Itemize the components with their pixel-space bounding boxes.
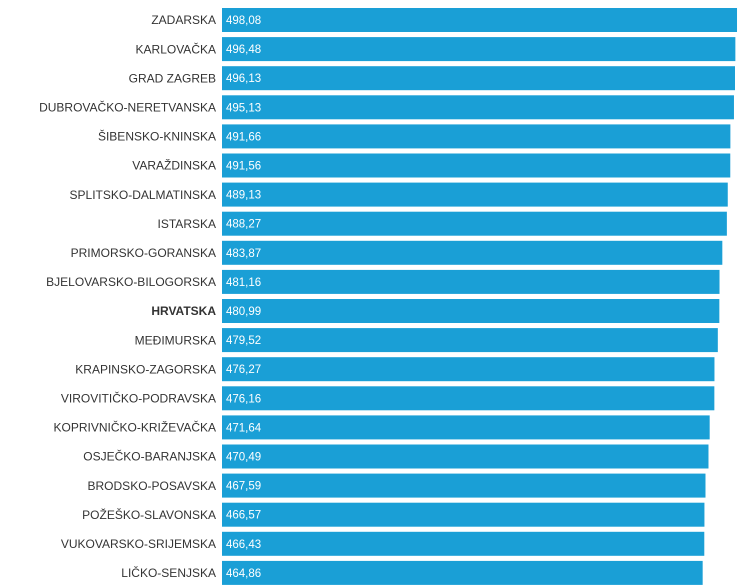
category-label: DUBROVAČKO-NERETVANSKA [39,99,216,114]
bar [222,357,715,382]
bar [222,415,710,440]
bar [222,66,735,91]
value-label: 480,99 [226,306,261,318]
value-label: 496,13 [226,73,261,85]
bar [222,328,718,353]
bar [222,444,709,469]
bar [222,299,720,323]
category-label: POŽEŠKO-SLAVONSKA [82,507,216,522]
bar [222,531,705,556]
bar [222,211,727,236]
bar [222,8,738,32]
value-label: 471,64 [226,422,262,434]
category-label: SPLITSKO-DALMATINSKA [70,188,216,202]
category-label: PRIMORSKO-GORANSKA [71,246,216,260]
bar [222,560,703,585]
category-label: LIČKO-SENJSKA [121,565,216,580]
value-label: 479,52 [226,335,261,347]
value-label: 466,43 [226,539,261,551]
bar [222,37,736,62]
category-label: VARAŽDINSKA [132,158,216,173]
category-label: HRVATSKA [151,304,216,318]
category-label: KARLOVAČKA [136,41,216,56]
bar [222,124,731,149]
category-label: ŠIBENSKO-KNINSKA [98,129,216,144]
category-label: KRAPINSKO-ZAGORSKA [75,362,216,376]
value-label: 488,27 [226,219,261,231]
category-label: VUKOVARSKO-SRIJEMSKA [61,537,216,551]
value-label: 476,16 [226,393,261,405]
bar [222,473,706,498]
category-label: ISTARSKA [158,217,216,231]
value-label: 489,13 [226,190,261,202]
category-label: BRODSKO-POSAVSKA [88,479,216,493]
category-label: VIROVITIČKO-PODRAVSKA [61,390,216,405]
value-label: 491,56 [226,161,261,173]
value-label: 470,49 [226,452,261,464]
bar [222,95,734,120]
value-label: 491,66 [226,131,261,143]
value-label: 467,59 [226,481,261,493]
bar [222,269,720,294]
bar [222,240,723,265]
value-label: 481,16 [226,277,261,289]
category-label: KOPRIVNIČKO-KRIŽEVAČKA [54,420,216,435]
value-label: 495,13 [226,102,261,114]
value-label: 476,27 [226,364,261,376]
bar [222,386,715,411]
category-label: OSJEČKO-BARANJSKA [83,449,216,464]
bar [222,182,728,207]
category-label: MEĐIMURSKA [135,333,216,347]
category-label: ZADARSKA [151,13,216,27]
value-label: 498,08 [226,15,261,27]
value-label: 496,48 [226,44,261,56]
value-label: 464,86 [226,568,261,580]
category-label: GRAD ZAGREB [129,71,216,85]
value-label: 483,87 [226,248,261,260]
bar [222,153,731,178]
category-label: BJELOVARSKO-BILOGORSKA [46,275,216,289]
value-label: 466,57 [226,510,261,522]
bar [222,502,705,527]
